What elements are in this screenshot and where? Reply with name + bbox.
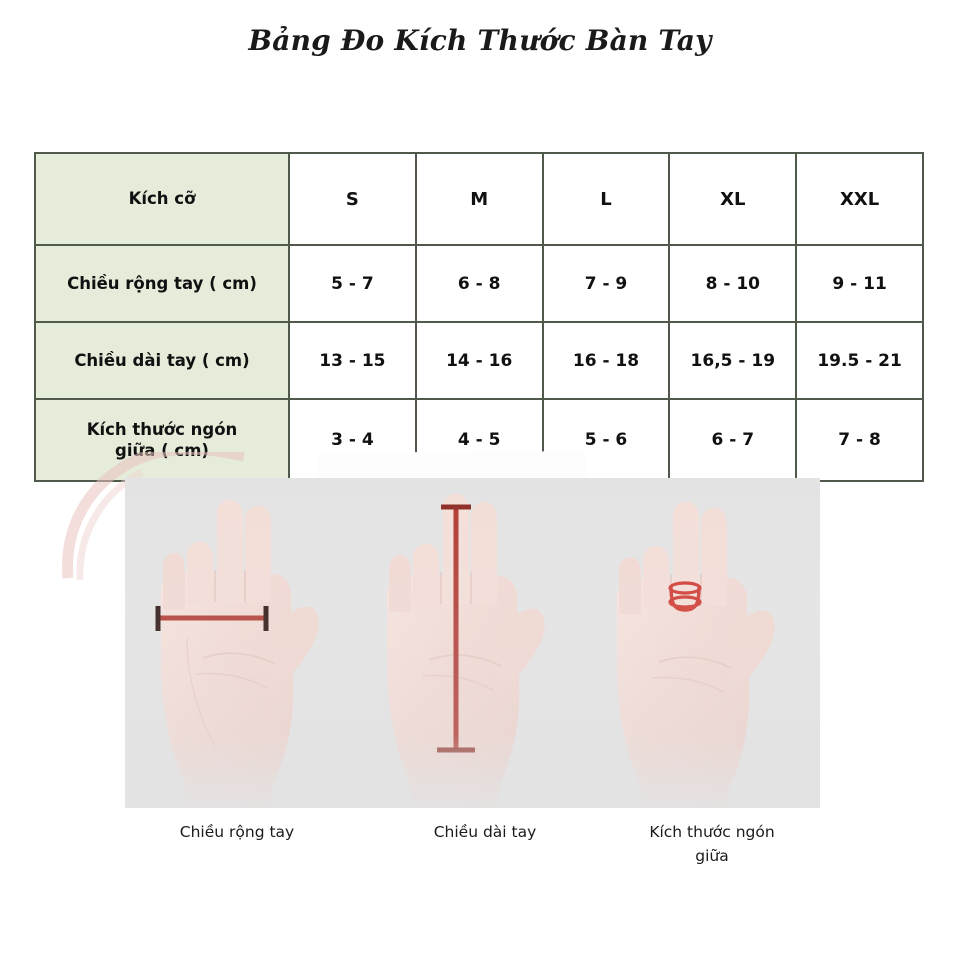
caption-hand-length: Chiều dài tay — [433, 823, 537, 841]
size-chart-table-container: Kích cỡ S M L XL XXL Chiều rộng tay ( cm… — [34, 152, 924, 482]
cell-hand-width-m: 6 - 8 — [414, 244, 544, 323]
header-cell-size-xxl: XXL — [795, 152, 924, 246]
header-cell-size-m: M — [414, 152, 544, 246]
cell-finger-size-xxl: 7 - 8 — [795, 398, 924, 482]
cell-hand-length-l: 16 - 18 — [541, 321, 671, 400]
hand-photo-length — [357, 478, 589, 808]
cell-hand-width-xl: 8 - 10 — [668, 244, 798, 323]
size-chart-table: Kích cỡ S M L XL XXL Chiều rộng tay ( cm… — [34, 152, 924, 482]
page-title: Bảng Đo Kích Thước Bàn Tay — [248, 24, 712, 57]
cell-hand-width-xxl: 9 - 11 — [795, 244, 924, 323]
row-label-hand-length: Chiều dài tay ( cm) — [34, 321, 290, 400]
cell-hand-width-s: 5 - 7 — [288, 244, 417, 323]
table-row-hand-width: Chiều rộng tay ( cm) 5 - 7 6 - 8 7 - 9 8… — [34, 244, 924, 323]
cell-hand-width-l: 7 - 9 — [541, 244, 671, 323]
header-cell-size-l: L — [541, 152, 671, 246]
row-label-finger-size-line2: giữa ( cm) — [115, 441, 209, 460]
caption-finger-size-line2: giữa — [695, 847, 729, 866]
table-header-row: Kích cỡ S M L XL XXL — [34, 152, 924, 246]
header-cell-size-label: Kích cỡ — [34, 152, 290, 246]
table-row-hand-length: Chiều dài tay ( cm) 13 - 15 14 - 16 16 -… — [34, 321, 924, 400]
row-label-finger-size-line1: Kích thước ngón — [86, 419, 238, 439]
cell-hand-length-m: 14 - 16 — [414, 321, 544, 400]
caption-finger-size-line1: Kích thước ngón — [649, 823, 775, 841]
row-label-finger-size: Kích thước ngón giữa ( cm) — [34, 398, 290, 482]
row-label-hand-width: Chiều rộng tay ( cm) — [34, 244, 290, 323]
cell-hand-length-xl: 16,5 - 19 — [668, 321, 798, 400]
header-cell-size-xl: XL — [668, 152, 798, 246]
cell-hand-length-xxl: 19.5 - 21 — [795, 321, 924, 400]
caption-finger-size: Kích thước ngón giữa — [582, 820, 842, 868]
header-cell-size-s: S — [288, 152, 417, 246]
cell-finger-size-xl: 6 - 7 — [668, 398, 798, 482]
cell-hand-length-s: 13 - 15 — [288, 321, 417, 400]
hand-photo-width — [125, 478, 357, 808]
hand-photo-finger-size — [589, 478, 820, 808]
hand-measurement-photo-strip — [125, 478, 820, 808]
caption-hand-width: Chiều rộng tay — [179, 823, 295, 841]
